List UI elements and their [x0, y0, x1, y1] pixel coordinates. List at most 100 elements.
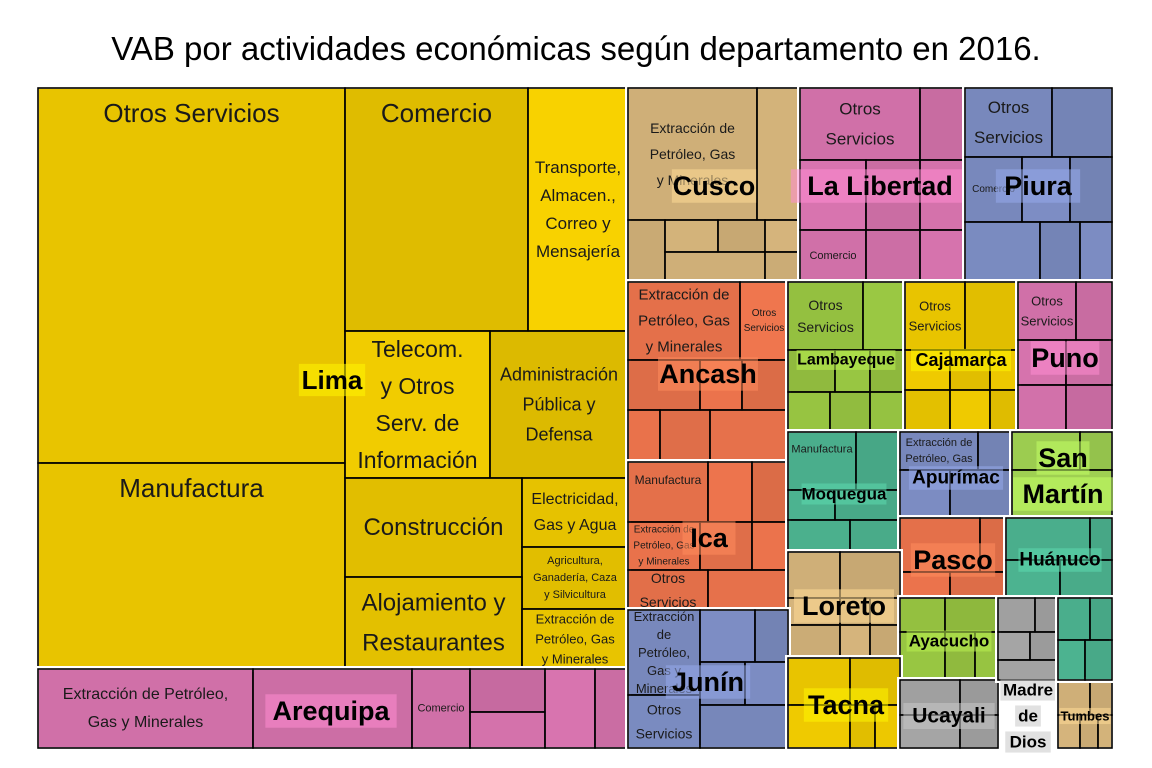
activity-label: Petróleo,	[638, 645, 690, 660]
activity-label: Otros	[988, 98, 1030, 117]
activity-tile	[545, 669, 595, 748]
activity-tile	[965, 282, 1018, 350]
activity-label: Telecom.	[371, 336, 463, 362]
activity-tile	[945, 598, 998, 632]
department-label-backdrop	[1013, 477, 1113, 511]
department-label-backdrop	[671, 169, 757, 203]
activity-label: Almacen.,	[540, 186, 616, 205]
department-label: Ucayali	[912, 705, 986, 728]
activity-label: Extracción de Petróleo,	[63, 686, 228, 703]
department-block: Extracción de Petróleo, Gas y Minerales Co…	[35, 666, 631, 751]
activity-label: Otros	[752, 308, 776, 319]
department-label-backdrop	[1059, 707, 1111, 725]
department-label-backdrop	[658, 357, 758, 391]
department-label: Ancash	[659, 359, 757, 389]
activity-tile	[866, 230, 920, 282]
activity-tile	[788, 432, 856, 490]
department-block: Otros Servicios Cajamarca	[902, 279, 1021, 435]
activity-tile	[765, 220, 800, 252]
activity-tile	[345, 577, 522, 669]
department-label: San	[1038, 443, 1088, 473]
activity-label: Petróleo, Gas	[535, 632, 615, 647]
activity-label: Petróleo, Gas	[650, 146, 736, 162]
department-label: Lima	[302, 365, 363, 395]
activity-tile	[752, 462, 788, 522]
activity-tile	[765, 252, 800, 282]
activity-label: Extracción de	[639, 287, 730, 304]
activity-label: de	[657, 627, 671, 642]
activity-tile	[1085, 640, 1112, 680]
activity-label: Gas y Minerales	[88, 714, 204, 731]
activity-tile	[628, 695, 700, 748]
activity-tile	[522, 547, 628, 609]
activity-tile	[1018, 282, 1076, 340]
department-block: Otros Servicios Puno	[1015, 279, 1115, 435]
activity-label: Servicios	[636, 726, 693, 742]
activity-label: Comercio	[381, 98, 492, 128]
activity-label: Serv. de	[376, 410, 460, 436]
activity-tile	[788, 392, 830, 432]
activity-tile	[345, 88, 528, 331]
activity-tile	[800, 88, 920, 160]
activity-tile-border	[1084, 639, 1113, 681]
activity-label: Servicios	[797, 319, 854, 335]
activity-tile	[788, 520, 850, 552]
activity-tile	[345, 331, 490, 478]
activity-label: Otros Servicios	[103, 98, 279, 128]
activity-tile	[840, 625, 870, 658]
activity-tile	[700, 705, 788, 748]
activity-tile	[1090, 680, 1112, 715]
department-label: Huánuco	[1019, 550, 1100, 571]
activity-tile	[830, 392, 870, 432]
activity-tile	[522, 609, 628, 669]
department-label: La Libertad	[807, 171, 953, 201]
activity-label: y Otros	[380, 373, 454, 399]
department-block: Otros Servicios Lambayeque	[785, 279, 908, 435]
activity-tile	[708, 570, 788, 610]
department-label-backdrop	[801, 483, 887, 505]
activity-label: Otros	[651, 570, 685, 586]
activity-tile	[628, 220, 665, 282]
department-block: San Martín	[1009, 429, 1115, 521]
activity-label: Extracción de	[650, 120, 735, 136]
department-block: Manufactura Moquegua	[785, 429, 903, 555]
activity-tile	[788, 282, 863, 350]
department-label: de	[1018, 707, 1038, 726]
department-label: Cajamarca	[915, 350, 1007, 370]
activity-tile	[522, 478, 628, 547]
activity-tile	[950, 390, 990, 432]
department-label: Apurímac	[912, 468, 1000, 489]
activity-label: Otros	[919, 299, 951, 314]
activity-tile	[718, 220, 765, 252]
activity-tile	[412, 669, 470, 748]
activity-tile	[870, 392, 905, 432]
activity-label: Petróleo, Gas	[633, 541, 694, 552]
department-label-backdrop	[910, 543, 996, 577]
activity-label: Agricultura,	[547, 555, 603, 567]
activity-tile	[870, 625, 900, 658]
chart-title: VAB por actividades económicas según dep…	[111, 30, 1041, 67]
activity-label: Administración	[500, 365, 618, 385]
activity-label: Información	[357, 447, 477, 473]
activity-tile	[900, 598, 945, 632]
activity-tile	[1076, 282, 1112, 340]
department-label-backdrop	[903, 702, 995, 730]
activity-tile	[665, 252, 765, 282]
activity-label: Comercio	[809, 250, 856, 262]
department-label: Moquegua	[802, 485, 888, 504]
activity-tile	[740, 282, 788, 360]
activity-tile	[905, 282, 965, 350]
department-label-backdrop	[906, 630, 992, 652]
activity-label: y Minerales	[646, 339, 723, 356]
department-label-backdrop	[1005, 731, 1051, 753]
activity-tile	[628, 462, 708, 522]
activity-tile	[528, 88, 628, 331]
department-label-backdrop	[908, 466, 1004, 490]
activity-tile	[700, 610, 755, 662]
department-block: Otros Servicios Comercio La Libertad	[790, 85, 970, 285]
activity-label: Ganadería, Caza	[533, 572, 618, 584]
activity-label: Extracción	[634, 609, 695, 624]
activity-tile	[660, 410, 710, 462]
